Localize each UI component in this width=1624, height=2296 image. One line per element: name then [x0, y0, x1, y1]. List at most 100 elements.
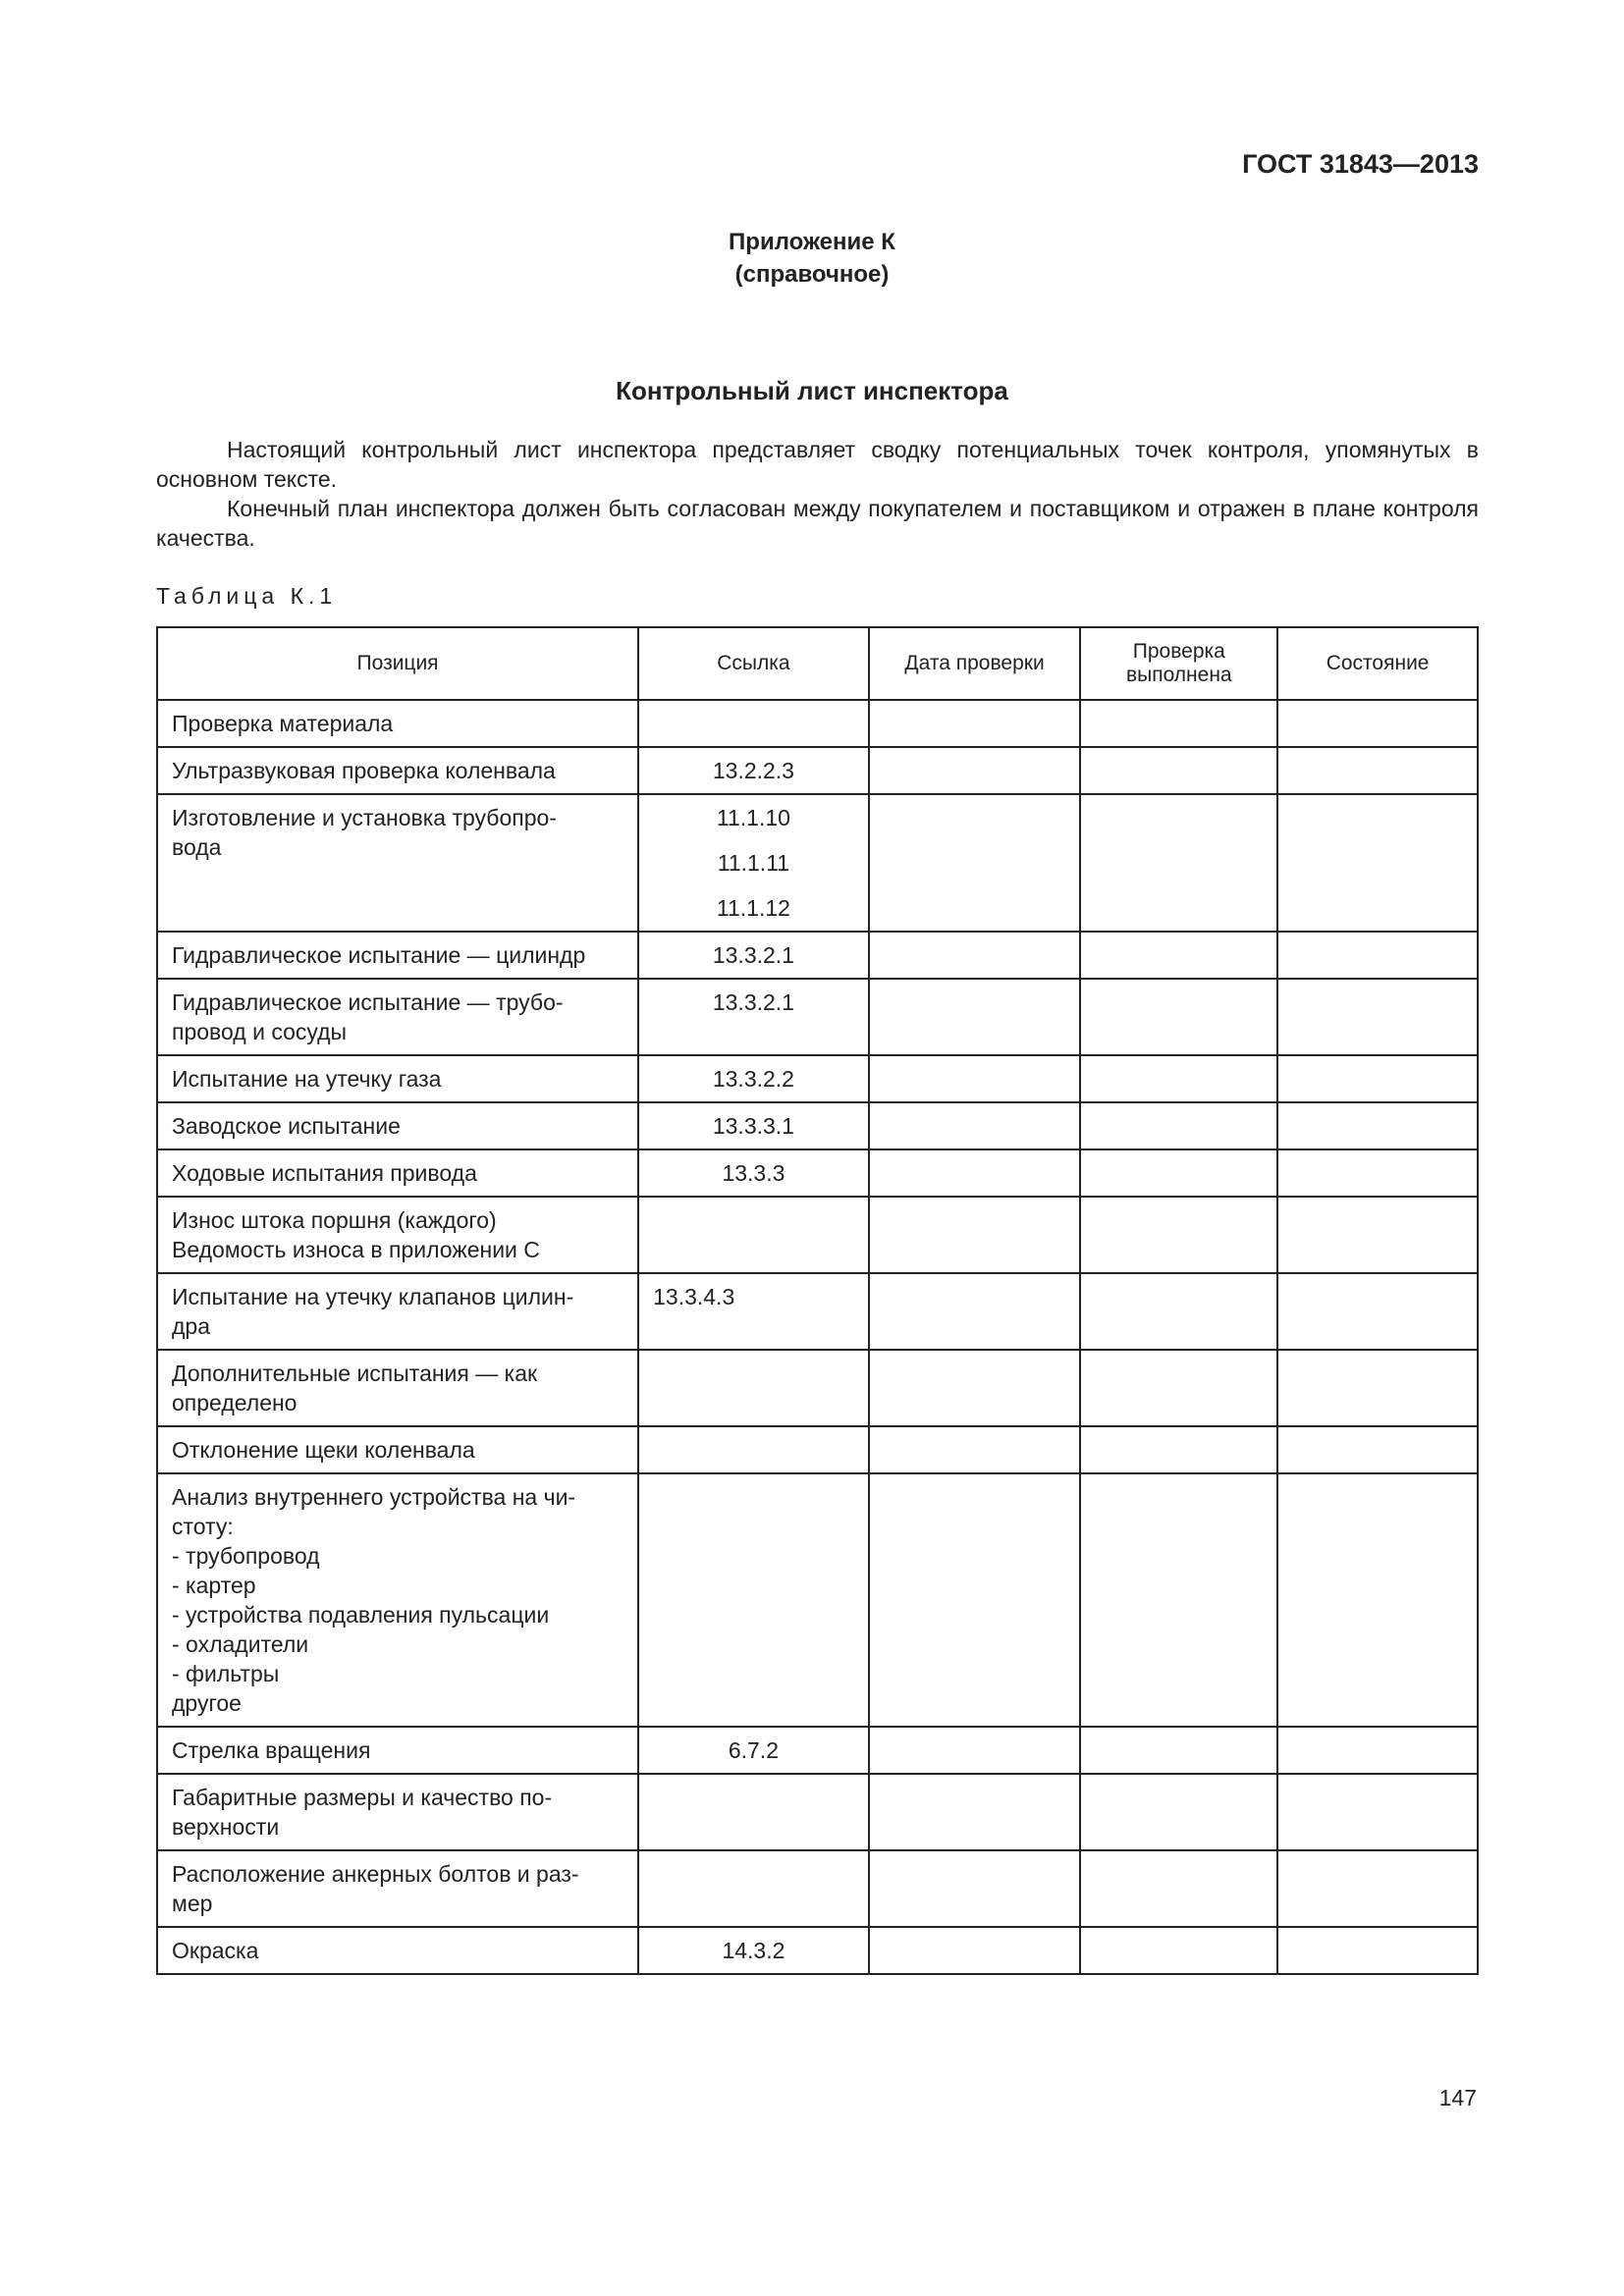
empty-cell	[867, 1726, 1082, 1775]
position-line: Окраска	[172, 1938, 259, 1963]
table-row: Стрелка вращения 6.7.2	[155, 1726, 1479, 1775]
position-cell: Гидравлическое испытание — трубо-провод …	[155, 978, 640, 1056]
position-line: Дополнительные испытания — как	[172, 1361, 538, 1386]
empty-cell	[1079, 978, 1279, 1056]
empty-cell	[1079, 1054, 1279, 1103]
position-line: - фильтры	[172, 1661, 280, 1686]
table-row: Испытание на утечку клапанов цилин-дра 13…	[155, 1272, 1479, 1351]
standard-number: ГОСТ 31843—2013	[1242, 149, 1479, 179]
reference-cell	[637, 1849, 870, 1928]
reference-cell: 6.7.2	[637, 1726, 870, 1775]
appendix-title: Приложение К	[729, 229, 895, 255]
empty-cell	[1079, 699, 1279, 748]
empty-cell	[1079, 1472, 1279, 1728]
reference: 13.3.2.1	[712, 942, 794, 968]
reference: 13.3.4.3	[653, 1284, 735, 1309]
position-cell: Гидравлическое испытание — цилиндр	[155, 931, 640, 980]
position-line: Ультразвуковая проверка коленвала	[172, 758, 556, 783]
empty-cell	[1276, 1425, 1479, 1474]
position-line: Ходовые испытания привода	[172, 1160, 477, 1186]
paragraph: Настоящий контрольный лист инспектора пр…	[156, 437, 1479, 492]
empty-cell	[867, 978, 1082, 1056]
reference: 11.1.10	[716, 805, 790, 830]
reference: 13.3.2.2	[712, 1066, 794, 1092]
empty-cell	[1276, 1101, 1479, 1150]
empty-cell	[867, 1272, 1082, 1351]
position-line: Ведомость износа в приложении С	[172, 1237, 540, 1262]
position-cell: Анализ внутреннего устройства на чи-стот…	[155, 1472, 640, 1728]
position-line: Проверка материала	[172, 711, 394, 736]
position-cell: Износ штока поршня (каждого) Ведомость из…	[155, 1196, 640, 1274]
appendix-note: (справочное)	[734, 261, 890, 288]
table-caption: Таблица К.1	[156, 583, 338, 609]
column-header: Дата проверки	[867, 626, 1082, 701]
empty-cell	[1079, 1849, 1279, 1928]
empty-cell	[1079, 1425, 1279, 1474]
reference: 13.3.2.1	[712, 989, 794, 1015]
position-line: Гидравлическое испытание — цилиндр	[172, 942, 586, 968]
table-row: Расположение анкерных болтов и раз-мер	[155, 1849, 1479, 1928]
table-row: Дополнительные испытания — как определено	[155, 1349, 1479, 1427]
reference-cell: 13.3.3.1	[637, 1101, 870, 1150]
empty-cell	[1276, 1349, 1479, 1427]
position-cell: Окраска	[155, 1926, 640, 1975]
empty-cell	[867, 1425, 1082, 1474]
empty-cell	[1276, 1849, 1479, 1928]
reference-cell	[637, 1196, 870, 1274]
column-header: Проверка выполнена	[1079, 626, 1279, 701]
column-header: Позиция	[155, 626, 640, 701]
empty-cell	[867, 1472, 1082, 1728]
reference-cell: 13.3.2.2	[637, 1054, 870, 1103]
position-line: Анализ внутреннего устройства на чи-	[172, 1484, 576, 1510]
empty-cell	[1276, 1773, 1479, 1851]
position-line: - трубопровод	[172, 1543, 320, 1569]
empty-cell	[867, 1101, 1082, 1150]
empty-cell	[867, 1148, 1082, 1198]
reference-cell	[637, 1425, 870, 1474]
empty-cell	[1079, 1196, 1279, 1274]
position-cell: Отклонение щеки коленвала	[155, 1425, 640, 1474]
reference-cell: 13.3.2.1	[637, 931, 870, 980]
empty-cell	[867, 1849, 1082, 1928]
empty-cell	[867, 1926, 1082, 1975]
empty-cell	[1079, 793, 1279, 933]
header-row: Позиция Ссылка Дата проверки Проверка выпол…	[155, 626, 1479, 701]
position-line: - охладители	[172, 1631, 309, 1657]
empty-cell	[867, 699, 1082, 748]
empty-cell	[1079, 1101, 1279, 1150]
reference-cell: 13.3.4.3	[637, 1272, 870, 1351]
table-row: Ходовые испытания привода 13.3.3	[155, 1148, 1479, 1198]
empty-cell	[1276, 978, 1479, 1056]
empty-cell	[867, 1773, 1082, 1851]
empty-cell	[1276, 793, 1479, 933]
position-line: верхности	[172, 1814, 280, 1840]
position-cell: Стрелка вращения	[155, 1726, 640, 1775]
position-cell: Проверка материала	[155, 699, 640, 748]
table-row: Габаритные размеры и качество по-верхнос…	[155, 1773, 1479, 1851]
position-cell: Дополнительные испытания — как определено	[155, 1349, 640, 1427]
position-cell: Ультразвуковая проверка коленвала	[155, 746, 640, 795]
column-header: Состояние	[1276, 626, 1479, 701]
reference-cell: 13.3.3	[637, 1148, 870, 1198]
reference-cell	[637, 1472, 870, 1728]
table-row: Износ штока поршня (каждого) Ведомость из…	[155, 1196, 1479, 1274]
empty-cell	[1276, 1148, 1479, 1198]
position-line: Расположение анкерных болтов и раз-	[172, 1861, 579, 1887]
table-row: Отклонение щеки коленвала	[155, 1425, 1479, 1474]
position-line: другое	[172, 1690, 242, 1716]
position-cell: Ходовые испытания привода	[155, 1148, 640, 1198]
empty-cell	[1079, 1726, 1279, 1775]
position-cell: Расположение анкерных болтов и раз-мер	[155, 1849, 640, 1928]
empty-cell	[1079, 1349, 1279, 1427]
position-cell: Изготовление и установка трубопро-вода	[155, 793, 640, 933]
heading: Контрольный лист инспектора	[616, 376, 1008, 405]
empty-cell	[1276, 931, 1479, 980]
reference: 14.3.2	[722, 1938, 785, 1963]
empty-cell	[1079, 1272, 1279, 1351]
reference: 13.3.3	[722, 1160, 785, 1186]
position-line: Габаритные размеры и качество по-	[172, 1785, 553, 1810]
reference-cell: 13.2.2.3	[637, 746, 870, 795]
table: Позиция Ссылка Дата проверки Проверка выпол…	[155, 626, 1479, 1975]
reference: 6.7.2	[728, 1737, 779, 1763]
